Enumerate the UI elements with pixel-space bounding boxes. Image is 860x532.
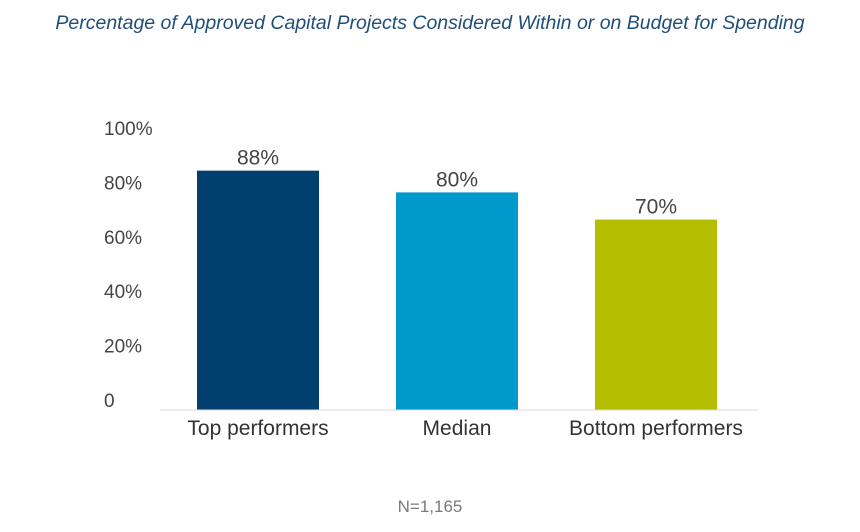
bar [197,170,319,410]
y-tick-label: 100% [104,119,153,140]
x-category-label: Top performers [187,417,328,440]
bars: 88% 80% 70% [197,147,717,410]
y-tick-label: 40% [104,282,142,303]
y-tick-label: 60% [104,228,142,249]
y-tick-label: 80% [104,173,142,194]
x-category-label: Bottom performers [569,417,743,440]
data-label: 88% [237,147,279,170]
y-axis: 0 20% 40% 60% 80% 100% [104,119,153,412]
y-tick-label: 0 [104,391,115,412]
y-tick-label: 20% [104,337,142,358]
bar [595,219,717,410]
data-label: 80% [436,168,478,191]
data-label: 70% [635,196,677,219]
x-category-label: Median [423,417,492,440]
sample-size-note: N=1,165 [397,497,463,516]
bar [396,192,518,410]
chart-title: Percentage of Approved Capital Projects … [55,12,805,34]
x-axis: Top performers Median Bottom performers [187,417,743,440]
